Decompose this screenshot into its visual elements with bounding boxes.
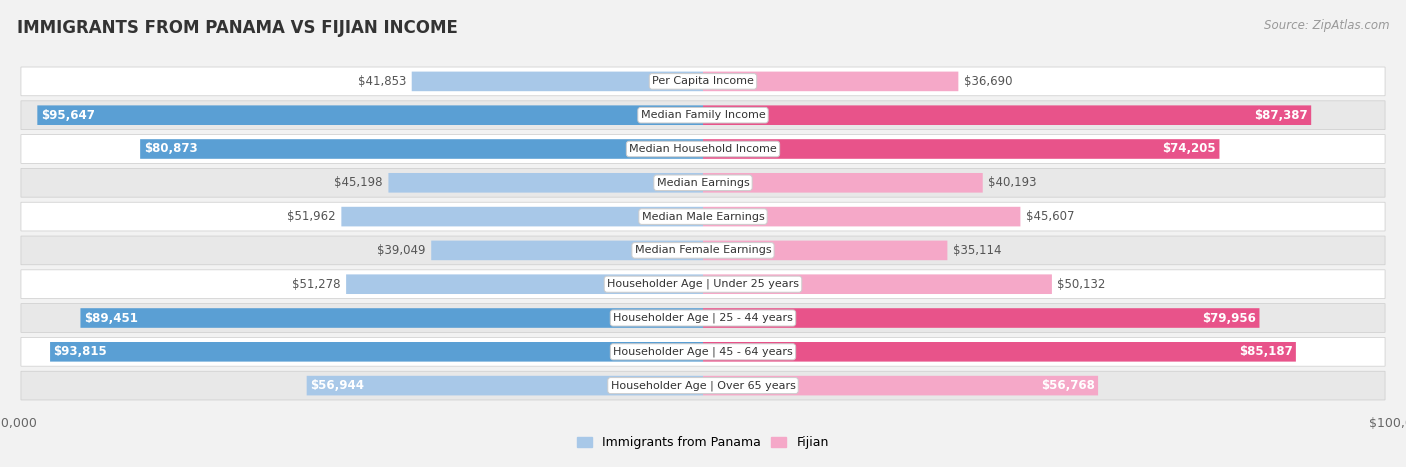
FancyBboxPatch shape — [21, 236, 1385, 265]
Legend: Immigrants from Panama, Fijian: Immigrants from Panama, Fijian — [572, 432, 834, 454]
FancyBboxPatch shape — [703, 275, 1052, 294]
Text: $93,815: $93,815 — [53, 345, 107, 358]
Text: Median Family Income: Median Family Income — [641, 110, 765, 120]
FancyBboxPatch shape — [346, 275, 703, 294]
FancyBboxPatch shape — [388, 173, 703, 192]
FancyBboxPatch shape — [51, 342, 703, 361]
Text: Householder Age | Under 25 years: Householder Age | Under 25 years — [607, 279, 799, 290]
Text: $95,647: $95,647 — [41, 109, 94, 122]
FancyBboxPatch shape — [38, 106, 703, 125]
Text: $35,114: $35,114 — [953, 244, 1001, 257]
Text: $74,205: $74,205 — [1163, 142, 1216, 156]
Text: $39,049: $39,049 — [377, 244, 426, 257]
Text: $45,198: $45,198 — [335, 177, 382, 189]
Text: $50,132: $50,132 — [1057, 278, 1107, 290]
Text: Median Female Earnings: Median Female Earnings — [634, 245, 772, 255]
Text: Source: ZipAtlas.com: Source: ZipAtlas.com — [1264, 19, 1389, 32]
FancyBboxPatch shape — [21, 169, 1385, 197]
Text: $45,607: $45,607 — [1026, 210, 1074, 223]
Text: $85,187: $85,187 — [1239, 345, 1292, 358]
Text: $40,193: $40,193 — [988, 177, 1036, 189]
Text: Median Male Earnings: Median Male Earnings — [641, 212, 765, 222]
Text: Per Capita Income: Per Capita Income — [652, 77, 754, 86]
FancyBboxPatch shape — [703, 71, 959, 91]
FancyBboxPatch shape — [21, 270, 1385, 298]
Text: $80,873: $80,873 — [143, 142, 197, 156]
FancyBboxPatch shape — [432, 241, 703, 260]
FancyBboxPatch shape — [21, 338, 1385, 366]
Text: Median Household Income: Median Household Income — [628, 144, 778, 154]
Text: Median Earnings: Median Earnings — [657, 178, 749, 188]
Text: $56,944: $56,944 — [311, 379, 364, 392]
FancyBboxPatch shape — [21, 371, 1385, 400]
Text: $87,387: $87,387 — [1254, 109, 1308, 122]
FancyBboxPatch shape — [412, 71, 703, 91]
FancyBboxPatch shape — [342, 207, 703, 226]
FancyBboxPatch shape — [21, 67, 1385, 96]
FancyBboxPatch shape — [141, 139, 703, 159]
FancyBboxPatch shape — [21, 101, 1385, 129]
Text: $51,278: $51,278 — [292, 278, 340, 290]
FancyBboxPatch shape — [703, 342, 1296, 361]
Text: $51,962: $51,962 — [287, 210, 336, 223]
Text: $36,690: $36,690 — [965, 75, 1012, 88]
Text: $41,853: $41,853 — [357, 75, 406, 88]
FancyBboxPatch shape — [703, 376, 1098, 396]
Text: Householder Age | 45 - 64 years: Householder Age | 45 - 64 years — [613, 347, 793, 357]
FancyBboxPatch shape — [307, 376, 703, 396]
FancyBboxPatch shape — [21, 134, 1385, 163]
FancyBboxPatch shape — [703, 207, 1021, 226]
FancyBboxPatch shape — [80, 308, 703, 328]
Text: $56,768: $56,768 — [1040, 379, 1095, 392]
FancyBboxPatch shape — [21, 202, 1385, 231]
FancyBboxPatch shape — [703, 139, 1219, 159]
Text: Householder Age | 25 - 44 years: Householder Age | 25 - 44 years — [613, 313, 793, 323]
FancyBboxPatch shape — [703, 241, 948, 260]
Text: Householder Age | Over 65 years: Householder Age | Over 65 years — [610, 380, 796, 391]
Text: $89,451: $89,451 — [84, 311, 138, 325]
FancyBboxPatch shape — [703, 173, 983, 192]
Text: IMMIGRANTS FROM PANAMA VS FIJIAN INCOME: IMMIGRANTS FROM PANAMA VS FIJIAN INCOME — [17, 19, 458, 37]
FancyBboxPatch shape — [703, 308, 1260, 328]
Text: $79,956: $79,956 — [1202, 311, 1256, 325]
FancyBboxPatch shape — [21, 304, 1385, 333]
FancyBboxPatch shape — [703, 106, 1312, 125]
